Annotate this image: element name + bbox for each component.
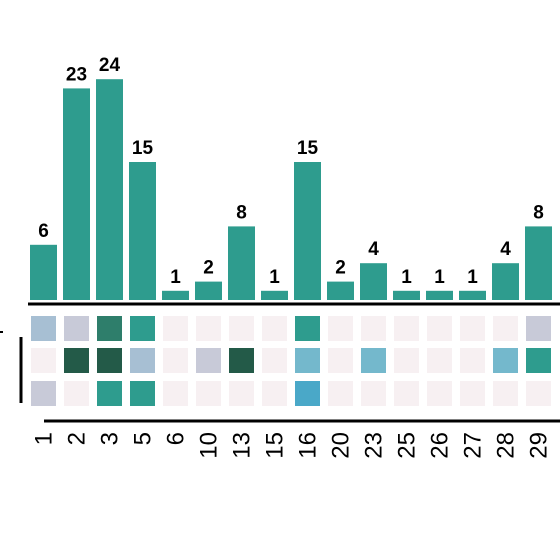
bar-23	[360, 263, 387, 300]
bar-label-16: 15	[297, 138, 319, 159]
bar-5	[129, 162, 156, 300]
heatmap-cell-r2-23	[361, 348, 386, 373]
x-tick-25: 25	[394, 432, 421, 459]
heatmap-cell-r3-25	[394, 381, 419, 406]
heatmap-cell-r3-20	[328, 381, 353, 406]
x-tick-3: 3	[97, 432, 124, 445]
bar-label-20: 2	[335, 258, 346, 279]
bar-25	[393, 291, 420, 300]
bar-label-10: 2	[203, 258, 214, 279]
x-tick-26: 26	[427, 432, 454, 459]
heatmap-cell-r1-13	[229, 316, 254, 341]
heatmap-cell-r3-27	[460, 381, 485, 406]
bar-label-26: 1	[434, 267, 445, 288]
heatmap-cell-r1-6	[163, 316, 188, 341]
x-tick-23: 23	[361, 432, 388, 459]
bar-label-2: 23	[66, 64, 87, 85]
x-tick-13: 13	[229, 432, 256, 459]
x-tick-6: 6	[163, 432, 190, 445]
x-tick-1: 1	[31, 432, 58, 445]
heatmap-cell-r1-16	[295, 316, 320, 341]
bar-label-13: 8	[236, 202, 247, 223]
heatmap-cell-r1-28	[493, 316, 518, 341]
x-tick-2: 2	[64, 432, 91, 445]
bar-2	[63, 88, 90, 300]
bar-20	[327, 282, 354, 300]
x-tick-16: 16	[295, 432, 322, 459]
heatmap-cell-r3-5	[130, 381, 155, 406]
bar-label-1: 6	[38, 221, 49, 242]
heatmap-cell-r1-23	[361, 316, 386, 341]
heatmap-cell-r3-16	[295, 381, 320, 406]
heatmap-cell-r3-13	[229, 381, 254, 406]
heatmap-cell-r3-10	[196, 381, 221, 406]
heatmap-cell-r2-13	[229, 348, 254, 373]
heatmap-cell-r3-29	[526, 381, 551, 406]
bar-label-25: 1	[401, 267, 412, 288]
x-tick-15: 15	[262, 432, 289, 459]
heatmap-cell-r1-5	[130, 316, 155, 341]
bar-label-27: 1	[467, 267, 478, 288]
x-tick-28: 28	[493, 432, 520, 459]
heatmap-cell-r3-2	[64, 381, 89, 406]
heatmap-cell-r2-6	[163, 348, 188, 373]
x-tick-27: 27	[460, 432, 487, 459]
bar-label-23: 4	[368, 239, 379, 260]
bar-3	[96, 79, 123, 300]
heatmap-cell-r3-26	[427, 381, 452, 406]
bar-15	[261, 291, 288, 300]
bar-1	[30, 245, 57, 300]
heatmap-cell-r2-25	[394, 348, 419, 373]
heatmap-cell-r2-29	[526, 348, 551, 373]
bar-29	[525, 226, 552, 300]
heatmap-cell-r2-2	[64, 348, 89, 373]
heatmap-cell-r2-1	[31, 348, 56, 373]
x-tick-10: 10	[196, 432, 223, 459]
heatmap-cell-r1-2	[64, 316, 89, 341]
bar-10	[195, 282, 222, 300]
heatmap-cell-r2-3	[97, 348, 122, 373]
heatmap-cell-r1-27	[460, 316, 485, 341]
heatmap-cell-r1-10	[196, 316, 221, 341]
bar-label-29: 8	[533, 202, 544, 223]
heatmap-cell-r1-20	[328, 316, 353, 341]
heatmap-cell-r1-3	[97, 316, 122, 341]
heatmap-cell-r1-25	[394, 316, 419, 341]
bar-27	[459, 291, 486, 300]
heatmap-cell-r1-29	[526, 316, 551, 341]
x-tick-20: 20	[328, 432, 355, 459]
heatmap-cell-r2-15	[262, 348, 287, 373]
heatmap-cell-r2-10	[196, 348, 221, 373]
bar-26	[426, 291, 453, 300]
x-tick-labels: 1 2 3 5 6 10 13 15 16 20 23 25 26 27 28 29	[31, 432, 553, 459]
bar-16	[294, 162, 321, 300]
heatmap-cell-r3-23	[361, 381, 386, 406]
heatmap-cell-r2-28	[493, 348, 518, 373]
bar-label-28: 4	[500, 239, 511, 260]
bar-28	[492, 263, 519, 300]
x-tick-29: 29	[526, 432, 553, 459]
bar-6	[162, 291, 189, 300]
heatmap-cell-r3-15	[262, 381, 287, 406]
heatmap-cell-r2-16	[295, 348, 320, 373]
bar-label-5: 15	[132, 138, 154, 159]
heatmap-cell-r2-5	[130, 348, 155, 373]
heatmap	[31, 316, 551, 406]
bar-label-3: 24	[99, 55, 121, 76]
heatmap-cell-r1-1	[31, 316, 56, 341]
heatmap-cell-r3-6	[163, 381, 188, 406]
bar-13	[228, 226, 255, 300]
heatmap-cell-r2-20	[328, 348, 353, 373]
heatmap-cell-r2-26	[427, 348, 452, 373]
bar-label-6: 1	[170, 267, 181, 288]
heatmap-cell-r3-1	[31, 381, 56, 406]
bar-label-15: 1	[269, 267, 280, 288]
heatmap-cell-r2-27	[460, 348, 485, 373]
heatmap-cell-r3-28	[493, 381, 518, 406]
x-tick-5: 5	[130, 432, 157, 445]
heatmap-cell-r1-15	[262, 316, 287, 341]
heatmap-cell-r3-3	[97, 381, 122, 406]
heatmap-cell-r1-26	[427, 316, 452, 341]
